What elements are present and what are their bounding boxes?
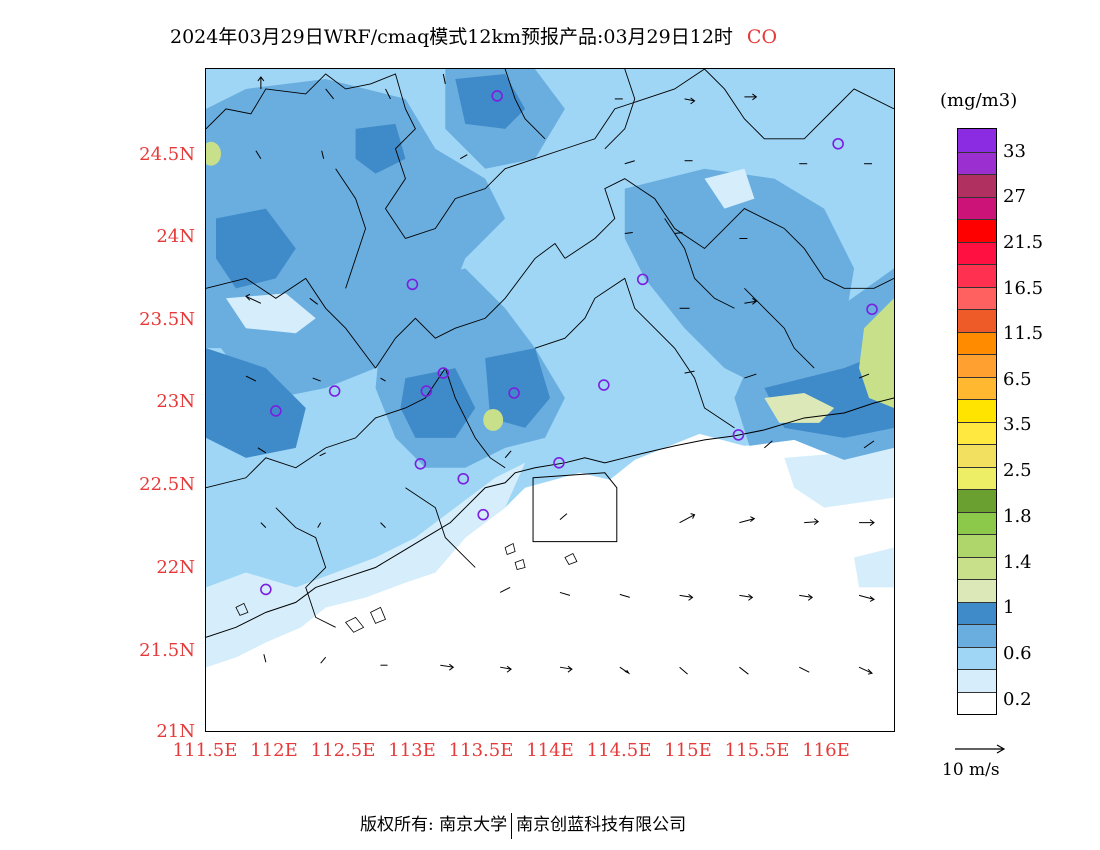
colorbar-label: 21.5 bbox=[1003, 232, 1044, 253]
field-yg-east bbox=[859, 298, 894, 408]
lat-label-21.5: 21.5N bbox=[139, 640, 195, 661]
field-high-7 bbox=[355, 123, 406, 174]
colorbar-swatch bbox=[958, 129, 996, 152]
admin-boundaries bbox=[206, 69, 894, 628]
colorbar-swatch bbox=[958, 219, 996, 242]
colorbar-swatch bbox=[958, 691, 996, 714]
lat-label-22: 22N bbox=[156, 557, 195, 578]
lat-label-24: 24N bbox=[156, 226, 195, 247]
lat-label-23: 23N bbox=[156, 391, 195, 412]
coastline bbox=[206, 397, 894, 638]
field-high-3 bbox=[400, 368, 476, 438]
lon-label-112.5: 112.5E bbox=[310, 740, 376, 761]
field-light-1 bbox=[225, 293, 316, 334]
field-high-4 bbox=[485, 348, 550, 428]
colorbar-label: 6.5 bbox=[1003, 369, 1032, 390]
lat-label-24.5: 24.5N bbox=[139, 144, 195, 165]
colorbar-swatch bbox=[958, 669, 996, 692]
field-yg-east2 bbox=[764, 393, 835, 423]
lon-label-114.5: 114.5E bbox=[586, 740, 652, 761]
colorbar-label: 27 bbox=[1003, 186, 1026, 207]
footer-left: 版权所有: 南京大学 bbox=[360, 815, 508, 835]
islands bbox=[235, 542, 578, 633]
colorbar-units: (mg/m3) bbox=[940, 90, 1018, 111]
colorbar-label: 16.5 bbox=[1003, 278, 1044, 299]
colorbar bbox=[957, 128, 997, 715]
lon-label-113: 113E bbox=[388, 740, 436, 761]
field-high-2 bbox=[206, 348, 306, 458]
chart-title: 2024年03月29日WRF/cmaq模式12km预报产品:03月29日12时 C… bbox=[170, 22, 777, 49]
wind-vectors bbox=[245, 73, 875, 675]
colorbar-swatch bbox=[958, 174, 996, 197]
field-yg-gz bbox=[483, 408, 504, 431]
footer-separator bbox=[511, 812, 513, 839]
colorbar-swatch bbox=[958, 421, 996, 444]
colorbar-swatch bbox=[958, 466, 996, 489]
lat-label-21: 21N bbox=[156, 721, 195, 742]
field-high-1 bbox=[216, 208, 296, 289]
field-high-5 bbox=[455, 73, 526, 129]
colorbar-swatch bbox=[958, 196, 996, 219]
co-concentration-map bbox=[205, 68, 895, 732]
colorbar-swatch bbox=[958, 354, 996, 377]
colorbar-swatch bbox=[958, 331, 996, 354]
colorbar-swatch bbox=[958, 376, 996, 399]
lat-label-23.5: 23.5N bbox=[139, 309, 195, 330]
field-light-east2 bbox=[854, 547, 894, 588]
hk-boundary bbox=[532, 472, 618, 543]
colorbar-swatch bbox=[958, 579, 996, 602]
colorbar-label: 11.5 bbox=[1003, 323, 1044, 344]
colorbar-label: 33 bbox=[1003, 141, 1026, 162]
lon-label-113.5: 113.5E bbox=[448, 740, 514, 761]
colorbar-label: 0.6 bbox=[1003, 643, 1032, 664]
field-yg-nw bbox=[206, 141, 221, 166]
field-light-coast bbox=[206, 462, 526, 668]
lon-label-115.5: 115.5E bbox=[724, 740, 790, 761]
colorbar-swatch bbox=[958, 511, 996, 534]
field-light-east bbox=[784, 437, 894, 508]
colorbar-swatch bbox=[958, 241, 996, 264]
lon-label-114: 114E bbox=[526, 740, 574, 761]
colorbar-label: 3.5 bbox=[1003, 414, 1032, 435]
species-label: CO bbox=[746, 26, 778, 48]
vector-reference-arrow bbox=[955, 744, 1006, 754]
lon-label-115: 115E bbox=[664, 740, 712, 761]
colorbar-label: 1.8 bbox=[1003, 506, 1032, 527]
colorbar-swatch bbox=[958, 556, 996, 579]
colorbar-swatch bbox=[958, 264, 996, 287]
lon-label-112: 112E bbox=[250, 740, 298, 761]
copyright-footer: 版权所有: 南京大学 南京创蓝科技有限公司 bbox=[360, 810, 686, 839]
colorbar-swatch bbox=[958, 489, 996, 512]
lon-label-116: 116E bbox=[802, 740, 850, 761]
colorbar-swatch bbox=[958, 151, 996, 174]
field-light-2 bbox=[704, 168, 755, 209]
colorbar-swatch bbox=[958, 646, 996, 669]
sea-area-east bbox=[704, 607, 894, 731]
colorbar-label: 0.2 bbox=[1003, 689, 1032, 710]
colorbar-label: 1.4 bbox=[1003, 552, 1032, 573]
colorbar-label: 2.5 bbox=[1003, 460, 1032, 481]
colorbar-swatch bbox=[958, 624, 996, 647]
colorbar-swatch bbox=[958, 534, 996, 557]
colorbar-swatch bbox=[958, 309, 996, 332]
colorbar-swatch bbox=[958, 444, 996, 467]
title-text: 2024年03月29日WRF/cmaq模式12km预报产品:03月29日12时 bbox=[170, 26, 733, 48]
colorbar-swatch bbox=[958, 399, 996, 422]
colorbar-swatch bbox=[958, 601, 996, 624]
station-markers bbox=[260, 90, 878, 596]
colorbar-swatch bbox=[958, 286, 996, 309]
colorbar-label: 1 bbox=[1003, 597, 1015, 618]
vector-reference-label: 10 m/s bbox=[942, 760, 1000, 780]
lon-label-111.5: 111.5E bbox=[172, 740, 238, 761]
lat-label-22.5: 22.5N bbox=[139, 474, 195, 495]
footer-right: 南京创蓝科技有限公司 bbox=[516, 815, 687, 835]
